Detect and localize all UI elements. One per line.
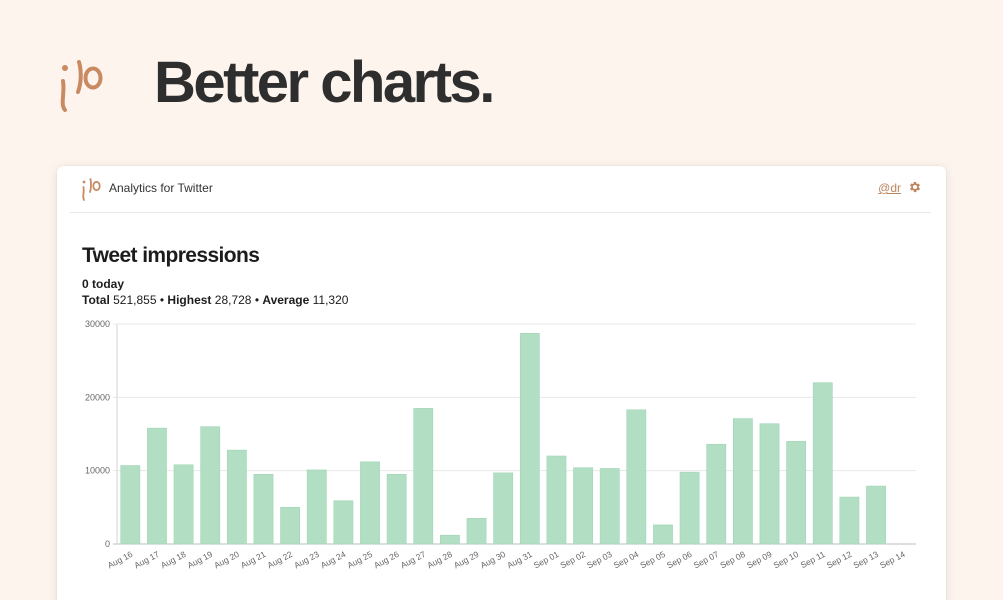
x-tick-label: Aug 31 bbox=[505, 549, 534, 571]
x-tick-label: Sep 10 bbox=[772, 549, 801, 571]
x-tick-label: Sep 05 bbox=[638, 549, 667, 571]
bar bbox=[546, 455, 567, 545]
hero-title: Better charts. bbox=[154, 50, 495, 115]
separator: • bbox=[254, 293, 260, 307]
bar bbox=[493, 472, 514, 545]
x-tick-label: Sep 12 bbox=[825, 549, 854, 571]
bar bbox=[573, 467, 593, 545]
y-tick-label: 20000 bbox=[85, 392, 110, 402]
x-tick-label: Sep 13 bbox=[851, 549, 880, 571]
x-tick-label: Aug 23 bbox=[292, 549, 321, 571]
x-tick-label: Aug 16 bbox=[106, 549, 135, 571]
y-tick-label: 0 bbox=[105, 539, 110, 549]
x-tick-label: Sep 14 bbox=[878, 549, 907, 571]
x-tick-label: Sep 09 bbox=[745, 549, 774, 571]
bar bbox=[466, 518, 487, 545]
x-tick-label: Aug 21 bbox=[239, 549, 268, 571]
x-tick-label: Sep 11 bbox=[799, 549, 827, 570]
bar bbox=[440, 534, 460, 545]
user-handle-link[interactable]: @dr bbox=[878, 181, 901, 195]
ilo-logo bbox=[60, 60, 103, 112]
bar bbox=[413, 408, 434, 545]
gear-icon[interactable] bbox=[908, 180, 922, 194]
bar bbox=[866, 485, 886, 545]
x-tick-label: Aug 22 bbox=[266, 549, 295, 571]
analytics-card: Analytics for Twitter @dr Tweet impressi… bbox=[57, 166, 946, 600]
highest-value: 28,728 bbox=[214, 293, 252, 307]
bar bbox=[759, 423, 780, 545]
x-tick-label: Aug 30 bbox=[479, 549, 508, 571]
bar bbox=[839, 496, 860, 545]
average-label: Average bbox=[262, 293, 310, 307]
x-tick-label: Aug 18 bbox=[159, 549, 188, 571]
x-tick-label: Sep 06 bbox=[665, 549, 694, 571]
bar bbox=[653, 524, 673, 545]
x-tick-label: Sep 01 bbox=[532, 549, 561, 571]
bar bbox=[200, 426, 221, 545]
y-tick-label: 30000 bbox=[85, 319, 110, 329]
x-tick-label: Sep 07 bbox=[692, 549, 721, 571]
x-tick-label: Aug 28 bbox=[425, 549, 454, 571]
y-tick-label: 10000 bbox=[85, 466, 110, 476]
bar bbox=[253, 474, 274, 545]
bar bbox=[732, 418, 753, 545]
bar bbox=[706, 443, 727, 545]
separator: • bbox=[159, 293, 165, 307]
bar bbox=[786, 441, 807, 545]
bar bbox=[120, 465, 141, 545]
x-tick-label: Sep 02 bbox=[559, 549, 588, 571]
x-tick-label: Aug 17 bbox=[132, 549, 161, 571]
x-tick-label: Aug 27 bbox=[399, 549, 428, 571]
x-tick-label: Aug 25 bbox=[345, 549, 374, 571]
x-tick-label: Aug 24 bbox=[319, 549, 348, 571]
highest-label: Highest bbox=[167, 293, 212, 307]
bar bbox=[519, 333, 540, 545]
total-value: 521,855 bbox=[113, 293, 157, 307]
bar bbox=[333, 500, 354, 545]
ilo-small-logo[interactable] bbox=[80, 176, 102, 202]
app-topbar: Analytics for Twitter @dr bbox=[70, 166, 931, 213]
bar bbox=[599, 468, 620, 545]
x-tick-label: Aug 26 bbox=[372, 549, 401, 571]
summary-stats: Total 521,855 • Highest 28,728 • Average… bbox=[82, 293, 348, 307]
app-title: Analytics for Twitter bbox=[109, 181, 213, 195]
bar bbox=[147, 427, 167, 545]
x-tick-label: Aug 19 bbox=[186, 549, 215, 571]
average-value: 11,320 bbox=[312, 293, 349, 307]
today-count: 0 today bbox=[82, 277, 125, 291]
bar bbox=[626, 409, 647, 545]
x-tick-label: Aug 20 bbox=[212, 549, 241, 571]
bar bbox=[386, 474, 407, 545]
bar bbox=[173, 464, 194, 545]
x-tick-label: Sep 04 bbox=[612, 549, 641, 571]
bar bbox=[306, 469, 327, 545]
x-tick-label: Aug 29 bbox=[452, 549, 481, 571]
bar bbox=[280, 507, 301, 545]
x-tick-label: Sep 08 bbox=[718, 549, 747, 571]
bar bbox=[812, 382, 833, 545]
total-label: Total bbox=[82, 293, 110, 307]
x-tick-label: Sep 03 bbox=[585, 549, 614, 571]
bar bbox=[226, 449, 247, 545]
bar bbox=[360, 461, 380, 545]
bar bbox=[679, 471, 700, 545]
chart-heading: Tweet impressions bbox=[82, 244, 260, 267]
